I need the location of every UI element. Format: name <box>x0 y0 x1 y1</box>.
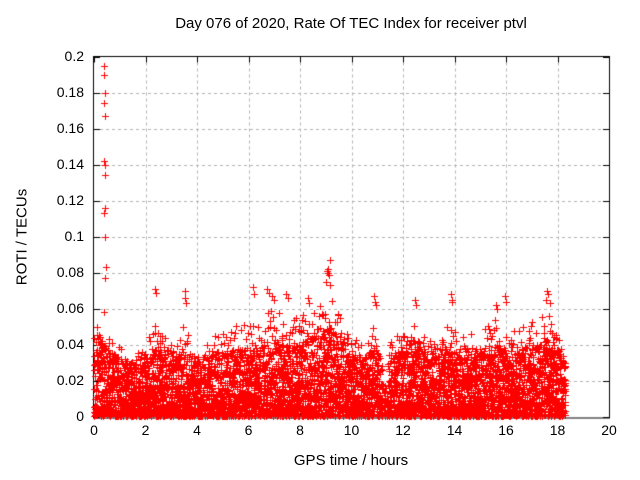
y-tick-label: 0.1 <box>64 227 84 244</box>
chart-title: Day 076 of 2020, Rate Of TEC Index for r… <box>175 15 527 32</box>
x-axis-label: GPS time / hours <box>293 452 409 469</box>
x-tick-label: 20 <box>601 422 617 438</box>
x-tick-label: 4 <box>193 422 201 438</box>
x-tick-label: 6 <box>244 422 253 438</box>
y-tick-label: 0.12 <box>56 191 84 208</box>
y-tick-label: 0 <box>76 408 84 424</box>
x-tick-label: 10 <box>343 422 360 438</box>
y-tick-label: 0.16 <box>56 119 84 136</box>
y-tick-label: 0.06 <box>56 299 84 316</box>
y-tick-label: 0.18 <box>56 83 84 100</box>
y-tick-label: 0.02 <box>56 371 84 388</box>
x-tick-label: 2 <box>141 422 150 438</box>
x-tick-label: 8 <box>296 422 304 438</box>
y-tick-label: 0.08 <box>56 263 84 280</box>
x-tick-label: 16 <box>498 422 514 438</box>
x-tick-label: 18 <box>549 422 566 438</box>
x-tick-label: 14 <box>446 422 463 438</box>
y-tick-label: 0.14 <box>56 155 84 172</box>
y-axis-label: ROTI / TECUs <box>13 188 31 286</box>
x-tick-label: 12 <box>395 422 411 438</box>
y-tick-label: 0.04 <box>56 335 84 352</box>
x-tick-label: 0 <box>90 422 98 438</box>
y-tick-label: 0.2 <box>64 47 84 64</box>
